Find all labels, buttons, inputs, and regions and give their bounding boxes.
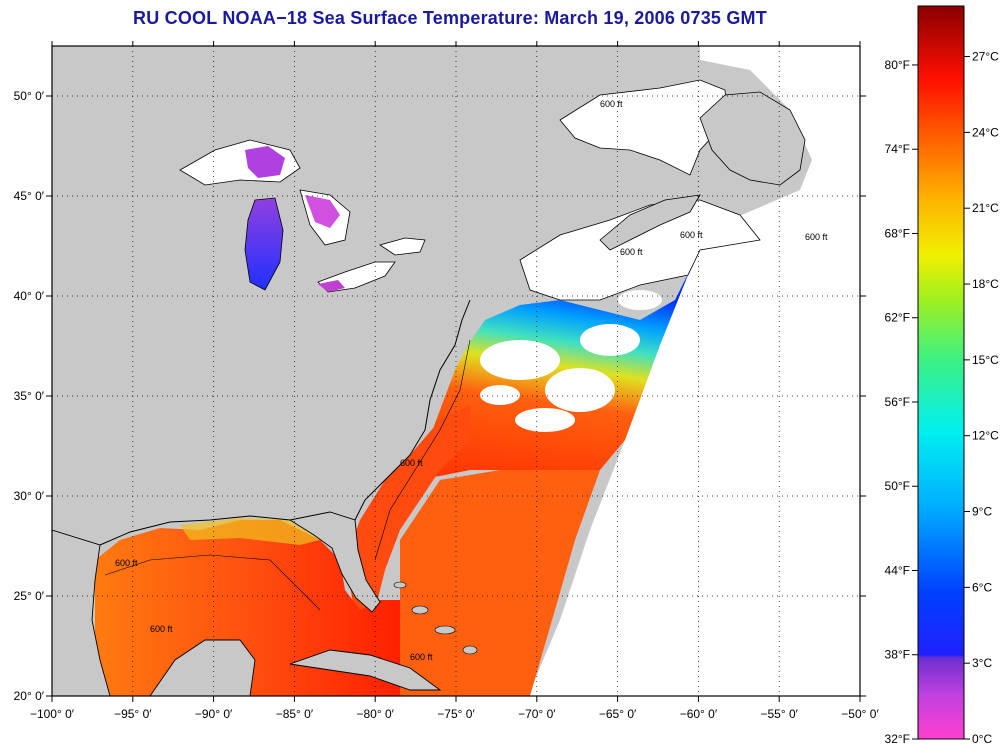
lat-tick-label: 45° 0′ xyxy=(14,189,45,203)
colorbar-c-label: 6°C xyxy=(972,580,992,594)
bahamas xyxy=(393,581,478,655)
contour-label: 600 ft xyxy=(600,99,623,109)
lat-tick-label: 40° 0′ xyxy=(14,289,45,303)
lake-ontario xyxy=(379,237,426,256)
us-east-coastline xyxy=(354,299,471,521)
gulf-stream-sst xyxy=(345,405,470,640)
gulf-coastal-cool xyxy=(180,518,320,545)
contour-600ft-gulf xyxy=(104,554,321,611)
lat-tick-label: 35° 0′ xyxy=(14,389,45,403)
colorbar-f-label: 44°F xyxy=(885,563,910,577)
yucatan xyxy=(149,639,256,696)
contour-label: 600 ft xyxy=(400,458,423,468)
lat-tick-label: 20° 0′ xyxy=(14,689,45,703)
lon-tick-label: −75° 0′ xyxy=(437,707,475,721)
colorbar-f-label: 56°F xyxy=(885,395,910,409)
latitude-axis: 20° 0′ 25° 0′ 30° 0′ 35° 0′ 40° 0′ 45° 0′ 50° … xyxy=(14,89,866,703)
colorbar: 80°F 74°F 68°F 62°F 56°F 50°F 44°F 38°F 32°F 27°… xyxy=(885,5,999,746)
colorbar-celsius-labels: 27°C 24°C 21°C 18°C 15°C 12°C 9°C 6°C 3°C 0°C xyxy=(964,50,999,746)
colorbar-c-label: 15°C xyxy=(972,353,999,367)
colorbar-f-label: 74°F xyxy=(885,142,910,156)
nova-scotia xyxy=(599,194,701,251)
colorbar-c-label: 27°C xyxy=(972,50,999,64)
atlantic-ocean-no-data xyxy=(528,46,860,696)
colorbar-c-label: 9°C xyxy=(972,505,992,519)
lake-huron-sst xyxy=(305,195,340,228)
colorbar-f-label: 32°F xyxy=(885,732,910,746)
lon-tick-label: −65° 0′ xyxy=(599,707,637,721)
contour-label: 600 ft xyxy=(150,624,173,634)
contour-labels: 600 ft 600 ft 600 ft 600 ft 600 ft 600 f… xyxy=(115,99,828,662)
gulf-of-maine xyxy=(519,199,761,301)
lat-tick-label: 30° 0′ xyxy=(14,489,45,503)
contour-600ft-east xyxy=(374,339,471,561)
colorbar-f-label: 62°F xyxy=(885,311,910,325)
lon-tick-label: −55° 0′ xyxy=(760,707,798,721)
contour-label: 600 ft xyxy=(805,232,828,242)
gulf-of-st-lawrence xyxy=(559,79,729,176)
longitude-axis: −100° 0′ −95° 0′ −90° 0′ −85° 0′ −80° 0′ −75°… xyxy=(30,41,879,721)
colorbar-f-label: 50°F xyxy=(885,479,910,493)
mexico-coast xyxy=(52,529,111,696)
contour-label: 600 ft xyxy=(115,558,138,568)
colorbar-c-label: 18°C xyxy=(972,277,999,291)
lake-erie-sst xyxy=(318,280,345,292)
colorbar-c-label: 0°C xyxy=(972,732,992,746)
colorbar-c-label: 24°C xyxy=(972,125,999,139)
lon-tick-label: −50° 0′ xyxy=(841,707,879,721)
colorbar-f-label: 80°F xyxy=(885,58,910,72)
colorbar-c-label: 3°C xyxy=(972,656,992,670)
colorbar-scale xyxy=(917,5,965,740)
colorbar-c-label: 12°C xyxy=(972,429,999,443)
colorbar-c-label: 21°C xyxy=(972,201,999,215)
lon-tick-label: −95° 0′ xyxy=(114,707,152,721)
gulf-coastline xyxy=(99,515,291,546)
cloud-mask-atlantic xyxy=(480,290,662,432)
contour-label: 600 ft xyxy=(680,230,703,240)
colorbar-f-label: 38°F xyxy=(885,648,910,662)
florida xyxy=(288,511,381,613)
colorbar-f-label: 68°F xyxy=(885,226,910,240)
cuba xyxy=(289,649,442,691)
lon-tick-label: −70° 0′ xyxy=(518,707,556,721)
lon-tick-label: −85° 0′ xyxy=(276,707,314,721)
lake-superior-sst xyxy=(245,146,285,178)
newfoundland xyxy=(699,91,806,186)
south-atlantic-sst xyxy=(400,470,600,696)
contour-label: 600 ft xyxy=(620,247,643,257)
lake-michigan xyxy=(244,197,284,291)
mid-atlantic-shelf-sst xyxy=(410,270,690,480)
contour-label: 600 ft xyxy=(410,652,433,662)
lon-tick-label: −60° 0′ xyxy=(680,707,718,721)
graticule xyxy=(52,46,860,696)
lon-tick-label: −90° 0′ xyxy=(195,707,233,721)
lat-tick-label: 25° 0′ xyxy=(14,589,45,603)
lon-tick-label: −80° 0′ xyxy=(356,707,394,721)
lon-tick-label: −100° 0′ xyxy=(30,707,75,721)
colorbar-fahrenheit-labels: 80°F 74°F 68°F 62°F 56°F 50°F 44°F 38°F 32°F xyxy=(885,58,918,746)
map-title: RU COOL NOAA−18 Sea Surface Temperature:… xyxy=(133,8,767,28)
lat-tick-label: 50° 0′ xyxy=(14,89,45,103)
